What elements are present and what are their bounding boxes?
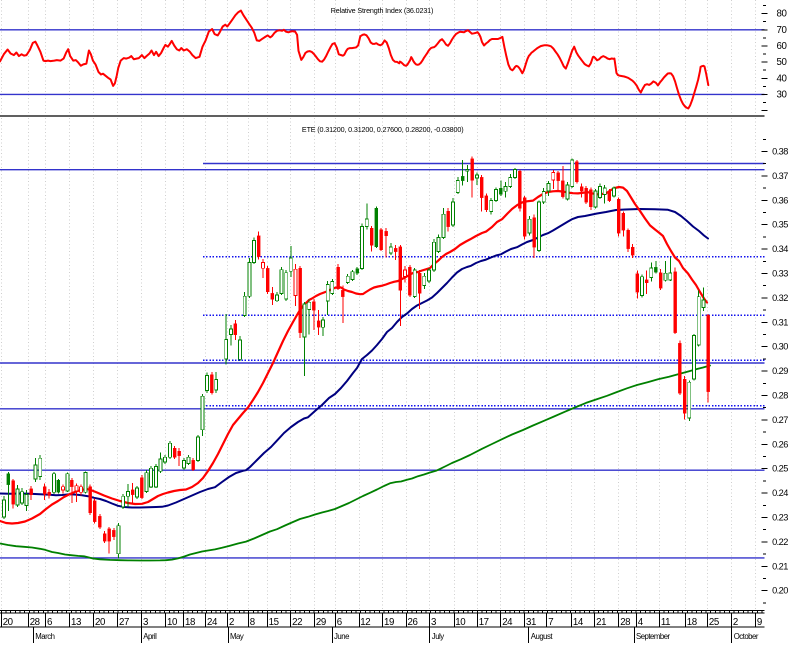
svg-text:25: 25 <box>709 617 719 628</box>
svg-text:0.23: 0.23 <box>772 513 788 523</box>
svg-text:10: 10 <box>455 617 466 628</box>
svg-text:30: 30 <box>777 89 788 100</box>
svg-text:13: 13 <box>71 617 81 628</box>
svg-text:29: 29 <box>316 617 326 628</box>
svg-text:28: 28 <box>30 617 40 628</box>
svg-text:4: 4 <box>638 617 644 628</box>
svg-text:Relative Strength Index (36.02: Relative Strength Index (36.0231) <box>331 6 434 15</box>
svg-text:0.26: 0.26 <box>772 439 788 449</box>
svg-text:22: 22 <box>292 617 302 628</box>
svg-text:17: 17 <box>479 617 489 628</box>
svg-text:0.36: 0.36 <box>772 195 788 205</box>
svg-text:0.34: 0.34 <box>772 244 788 254</box>
svg-text:March: March <box>35 632 54 641</box>
svg-text:40: 40 <box>777 73 788 84</box>
svg-text:0.22: 0.22 <box>772 537 788 547</box>
svg-text:20: 20 <box>3 617 14 628</box>
svg-text:0.20: 0.20 <box>772 586 788 596</box>
svg-text:0.25: 0.25 <box>772 464 788 474</box>
svg-text:70: 70 <box>777 25 788 36</box>
svg-text:0.21: 0.21 <box>772 561 788 571</box>
svg-text:26: 26 <box>408 617 418 628</box>
svg-text:June: June <box>334 632 349 641</box>
svg-text:0.28: 0.28 <box>772 391 788 401</box>
svg-text:0.37: 0.37 <box>772 171 788 181</box>
svg-text:0.29: 0.29 <box>772 366 788 376</box>
svg-text:18: 18 <box>185 617 195 628</box>
svg-text:24: 24 <box>207 617 218 628</box>
svg-text:0.31: 0.31 <box>772 317 788 327</box>
svg-text:0.35: 0.35 <box>772 220 788 230</box>
svg-text:11: 11 <box>661 617 670 628</box>
svg-text:2: 2 <box>733 617 738 628</box>
svg-text:80: 80 <box>777 9 788 20</box>
svg-text:0.33: 0.33 <box>772 269 788 279</box>
svg-text:60: 60 <box>777 41 788 52</box>
svg-text:May: May <box>230 632 244 641</box>
svg-text:15: 15 <box>269 617 279 628</box>
svg-text:12: 12 <box>360 617 370 628</box>
svg-text:18: 18 <box>687 617 697 628</box>
svg-text:27: 27 <box>119 617 129 628</box>
svg-text:8: 8 <box>250 617 255 628</box>
svg-text:9: 9 <box>757 617 762 628</box>
svg-text:0.24: 0.24 <box>772 488 788 498</box>
svg-text:20: 20 <box>95 617 106 628</box>
svg-text:14: 14 <box>573 617 584 628</box>
svg-text:3: 3 <box>431 617 436 628</box>
svg-text:50: 50 <box>777 57 788 68</box>
svg-text:ETE (0.31200, 0.31200, 0.27600: ETE (0.31200, 0.31200, 0.27600, 0.28200,… <box>302 125 464 134</box>
svg-text:0.27: 0.27 <box>772 415 788 425</box>
svg-text:28: 28 <box>620 617 630 628</box>
svg-text:September: September <box>636 632 671 641</box>
svg-text:19: 19 <box>384 617 394 628</box>
svg-text:6: 6 <box>337 617 342 628</box>
svg-text:7: 7 <box>548 617 553 628</box>
svg-text:31: 31 <box>526 617 536 628</box>
svg-text:21: 21 <box>596 617 606 628</box>
svg-text:10: 10 <box>167 617 178 628</box>
svg-text:3: 3 <box>143 617 148 628</box>
svg-text:0.30: 0.30 <box>772 342 788 352</box>
svg-text:August: August <box>531 632 554 641</box>
svg-text:0.32: 0.32 <box>772 293 788 303</box>
svg-text:0.38: 0.38 <box>772 147 788 157</box>
svg-text:October: October <box>734 632 759 641</box>
svg-text:24: 24 <box>502 617 513 628</box>
svg-text:2: 2 <box>229 617 234 628</box>
svg-text:July: July <box>432 632 444 641</box>
svg-text:6: 6 <box>47 617 52 628</box>
svg-text:April: April <box>143 632 157 641</box>
